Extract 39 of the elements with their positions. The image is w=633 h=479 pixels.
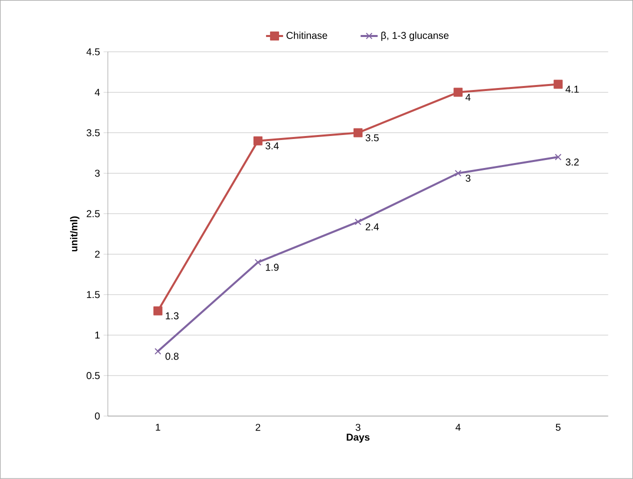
y-tick-label: 1 [95, 332, 100, 339]
point [154, 348, 162, 355]
point [454, 88, 463, 97]
y-axis-title: unit/ml) [70, 216, 80, 252]
y-tick-label: 3.5 [86, 129, 100, 136]
data-label: 1.3 [166, 312, 179, 320]
y-tick-label: 4.5 [86, 48, 100, 56]
data-label: 2.4 [366, 223, 379, 230]
data-label: 0.8 [166, 352, 179, 360]
data-label: 4 [466, 94, 471, 101]
data-label: 3 [466, 174, 470, 182]
data-label: 4.1 [566, 86, 579, 93]
point [253, 136, 262, 146]
point [554, 154, 562, 160]
data-label: 3.2 [566, 158, 579, 166]
y-tick-label: 0 [94, 412, 100, 420]
point [254, 258, 262, 266]
point [554, 80, 563, 89]
data-label: 3.5 [366, 134, 379, 142]
x-tick-label: 4 [456, 424, 461, 431]
data-label: 1.9 [266, 264, 279, 271]
x-tick-label: 2 [256, 424, 260, 431]
point [354, 128, 363, 138]
x-tick-label: 5 [556, 424, 561, 431]
x-tick-label: 1 [156, 424, 160, 431]
legend-label: β, 1-3 glucanse [381, 32, 449, 41]
x-tick-label: 3 [356, 424, 360, 431]
y-tick-label: 3 [94, 170, 100, 177]
point [354, 218, 362, 226]
y-tick-label: 2 [95, 250, 100, 258]
y-tick-label: 1.5 [87, 291, 100, 298]
x-axis-title: Days [346, 434, 370, 443]
data-label: 3.4 [266, 142, 279, 150]
y-tick-label: 0.5 [86, 372, 100, 380]
y-tick-label: 4 [94, 88, 100, 96]
point [454, 170, 462, 177]
legend-label: Chitinase [286, 32, 328, 39]
point [153, 306, 162, 316]
y-tick-label: 2.5 [86, 210, 100, 218]
